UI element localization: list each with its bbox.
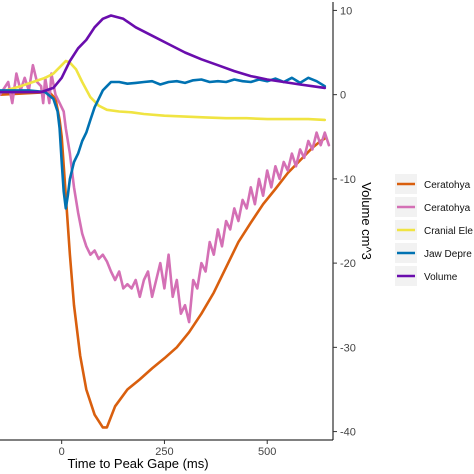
y-tick-label: -40 (340, 427, 356, 439)
series-line-2 (0, 63, 331, 324)
series-line-1 (0, 90, 327, 429)
series-line-4 (0, 76, 327, 210)
y-tick-label: -30 (340, 342, 356, 354)
legend-label-2: Ceratohya (424, 203, 471, 214)
plot-panel: 0 250 500 10 0 -10 -20 -30 -40 (0, 2, 356, 458)
y-axis-title: Volume cm^3 (359, 182, 374, 260)
legend-label-3: Cranial Ele (424, 226, 473, 237)
x-axis-ticks: 0 250 500 (59, 440, 276, 458)
legend: Ceratohya Ceratohya Cranial Ele Jaw Depre Vo… (395, 174, 473, 286)
series-line-3 (0, 59, 327, 122)
x-tick-label: 0 (59, 446, 65, 458)
y-tick-label: 10 (340, 5, 352, 17)
legend-label-5: Volume (424, 272, 458, 283)
legend-label-1: Ceratohya (424, 180, 471, 191)
legend-entries: Ceratohya Ceratohya Cranial Ele Jaw Depre Vo… (395, 174, 473, 286)
x-tick-label: 250 (155, 446, 173, 458)
legend-label-4: Jaw Depre (424, 249, 472, 260)
y-axis-ticks: 10 0 -10 -20 -30 -40 (333, 5, 356, 439)
y-tick-label: -20 (340, 258, 356, 270)
series-layer (0, 14, 331, 429)
y-tick-label: 0 (340, 90, 346, 102)
x-axis-title: Time to Peak Gape (ms) (67, 456, 208, 471)
y-tick-label: -10 (340, 174, 356, 186)
series-line-5 (0, 14, 327, 94)
x-tick-label: 500 (258, 446, 276, 458)
